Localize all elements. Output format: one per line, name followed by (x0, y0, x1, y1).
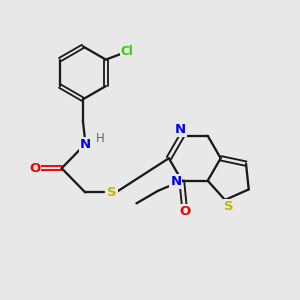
Text: N: N (170, 175, 182, 188)
Text: N: N (175, 123, 186, 136)
Text: N: N (80, 138, 91, 151)
Text: O: O (179, 205, 190, 218)
Text: S: S (224, 200, 233, 213)
Text: H: H (96, 132, 105, 145)
Text: Cl: Cl (121, 45, 134, 58)
Text: O: O (29, 162, 40, 175)
Text: S: S (107, 186, 117, 199)
